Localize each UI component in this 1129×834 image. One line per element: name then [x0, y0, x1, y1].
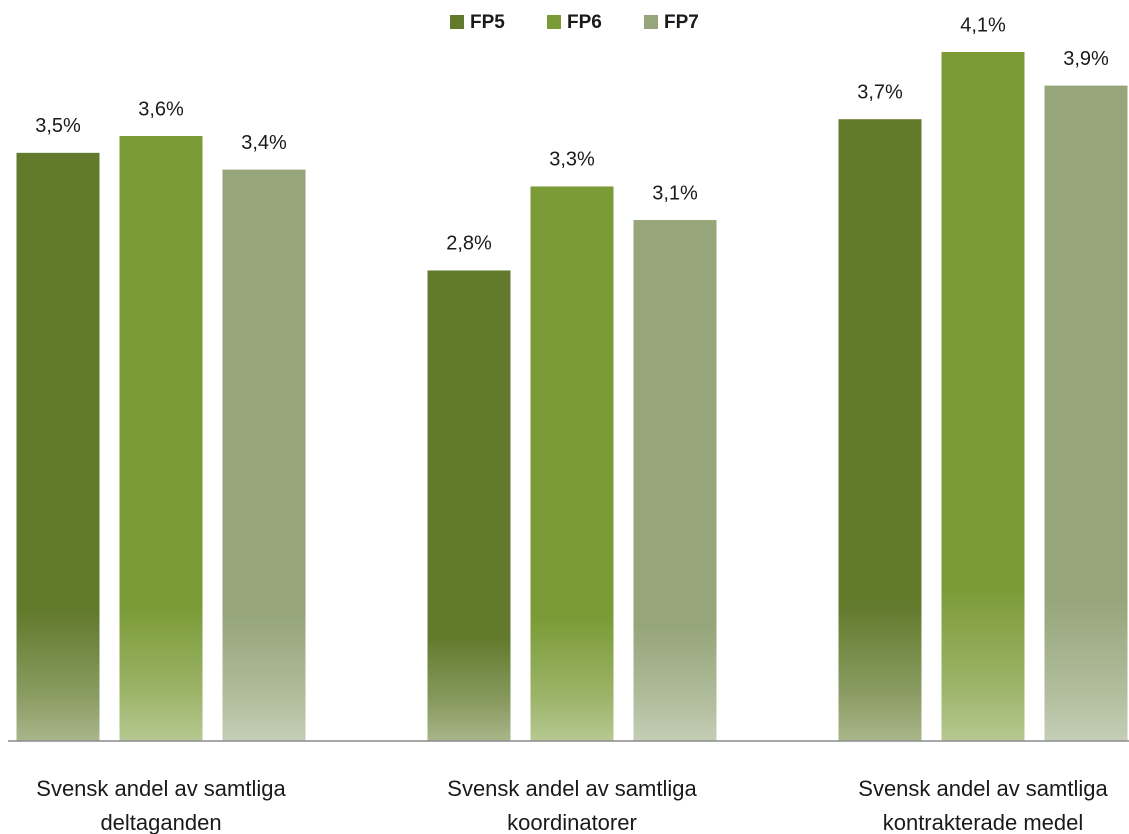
value-label: 4,1% [960, 14, 1006, 36]
bar [838, 119, 922, 742]
bar [119, 136, 203, 741]
value-label: 3,4% [241, 132, 287, 154]
bar [633, 220, 717, 742]
legend-swatch [450, 15, 464, 29]
bar [1044, 85, 1128, 742]
value-label: 2,8% [446, 233, 492, 255]
value-label: 3,6% [138, 98, 184, 120]
value-label: 3,3% [549, 149, 595, 171]
x-tick-label: Svensk andel av samtliga kontrakterade m… [858, 776, 1108, 834]
legend-swatch [644, 15, 658, 29]
value-label: 3,5% [35, 115, 81, 137]
bar [427, 270, 511, 741]
legend-label: FP6 [567, 12, 602, 33]
legend-swatch [547, 15, 561, 29]
bar [941, 52, 1025, 741]
x-tick-label: Svensk andel av samtliga koordinatorer [447, 776, 697, 834]
x-tick-label: Svensk andel av samtliga deltaganden [36, 776, 286, 834]
legend-label: FP5 [470, 12, 505, 33]
legend-label: FP7 [664, 12, 699, 33]
value-label: 3,1% [652, 182, 698, 204]
bar [530, 186, 614, 741]
value-label: 3,7% [857, 82, 903, 104]
value-label: 3,9% [1063, 48, 1109, 70]
bar [222, 169, 306, 741]
bar [16, 152, 100, 741]
